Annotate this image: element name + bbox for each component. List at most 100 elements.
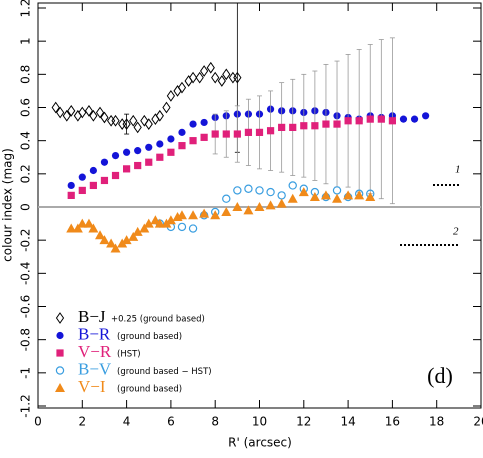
marker: [56, 106, 65, 119]
marker: [139, 223, 150, 233]
marker: [154, 218, 165, 228]
marker: [72, 223, 83, 233]
marker: [388, 117, 396, 125]
marker: [188, 71, 198, 84]
marker: [221, 206, 232, 216]
marker: [333, 120, 341, 128]
marker: [150, 215, 161, 225]
marker: [67, 104, 76, 117]
marker: [156, 153, 164, 161]
y-tick-label: -1: [19, 367, 33, 379]
marker: [144, 118, 153, 130]
y-tick-label: 1.2: [19, 0, 33, 18]
marker: [89, 109, 98, 122]
y-tick-label: -0.2: [19, 228, 33, 251]
marker: [134, 147, 142, 155]
marker: [211, 130, 219, 138]
legend-name: B−J: [78, 307, 106, 326]
marker: [233, 130, 241, 138]
legend-note: (ground based): [117, 332, 182, 342]
y-tick-label: 0.4: [19, 131, 33, 150]
marker: [176, 210, 187, 220]
marker: [188, 224, 198, 233]
marker: [278, 123, 286, 131]
marker: [277, 191, 286, 200]
marker: [51, 101, 60, 114]
marker: [145, 143, 153, 151]
marker: [100, 111, 109, 124]
marker: [77, 218, 88, 228]
marker: [78, 186, 86, 195]
marker: [244, 128, 253, 136]
legend-note: +0.25 (ground based): [111, 315, 205, 325]
x-tick-label: 10: [252, 415, 267, 429]
panel-label: (d): [427, 363, 453, 388]
marker: [99, 235, 110, 245]
y-tick-label: -0.8: [19, 328, 33, 351]
marker: [110, 243, 121, 253]
marker: [222, 68, 231, 81]
legend-entry: V−R (HST): [56, 342, 141, 361]
marker: [111, 114, 120, 127]
marker: [210, 210, 221, 220]
marker: [84, 104, 94, 117]
marker: [354, 190, 365, 200]
legend-name: V−R: [78, 342, 112, 361]
marker: [128, 231, 139, 241]
marker: [189, 137, 197, 145]
marker: [377, 115, 385, 123]
marker: [62, 109, 71, 122]
marker: [232, 202, 243, 211]
marker: [211, 71, 220, 84]
marker: [311, 122, 319, 130]
marker: [228, 71, 238, 84]
marker: [132, 226, 143, 236]
legend-note: (HST): [117, 350, 141, 360]
marker: [122, 118, 131, 130]
marker: [255, 186, 264, 195]
marker: [83, 218, 94, 228]
marker: [199, 208, 210, 218]
marker: [162, 101, 171, 114]
marker: [200, 65, 209, 77]
marker: [178, 128, 186, 136]
x-tick-label: 16: [385, 415, 400, 429]
marker: [145, 158, 153, 166]
y-tick-label: 0.2: [19, 164, 33, 183]
marker: [355, 117, 363, 125]
marker: [365, 192, 376, 202]
y-tick-label: 1: [19, 37, 33, 45]
marker: [155, 109, 164, 122]
legend-entry: B−V (ground based − HST): [55, 359, 212, 378]
marker: [332, 193, 343, 203]
x-tick-label: 4: [123, 415, 131, 429]
marker: [189, 120, 197, 128]
y-tick-label: 0.6: [19, 98, 33, 117]
marker: [100, 176, 109, 185]
marker: [106, 238, 117, 248]
marker: [134, 161, 142, 170]
marker: [410, 115, 419, 123]
marker: [118, 118, 127, 130]
legend-entry: B−J +0.25 (ground based): [55, 307, 205, 326]
marker: [266, 187, 275, 197]
marker: [55, 312, 65, 324]
marker: [121, 235, 132, 245]
marker: [289, 123, 297, 131]
marker: [195, 71, 204, 84]
marker: [173, 85, 182, 97]
legend-entry: V−I (ground based): [55, 377, 182, 396]
marker: [206, 61, 215, 74]
marker: [111, 151, 120, 160]
y-tick-label: -0.6: [19, 295, 33, 318]
x-tick-label: 20: [473, 415, 483, 429]
marker: [309, 192, 320, 202]
marker: [55, 383, 65, 392]
marker: [55, 366, 65, 375]
annotation: 1: [455, 164, 461, 176]
marker: [106, 114, 116, 127]
y-tick-label: -0.4: [19, 262, 33, 285]
marker: [66, 223, 77, 233]
marker: [177, 81, 187, 94]
